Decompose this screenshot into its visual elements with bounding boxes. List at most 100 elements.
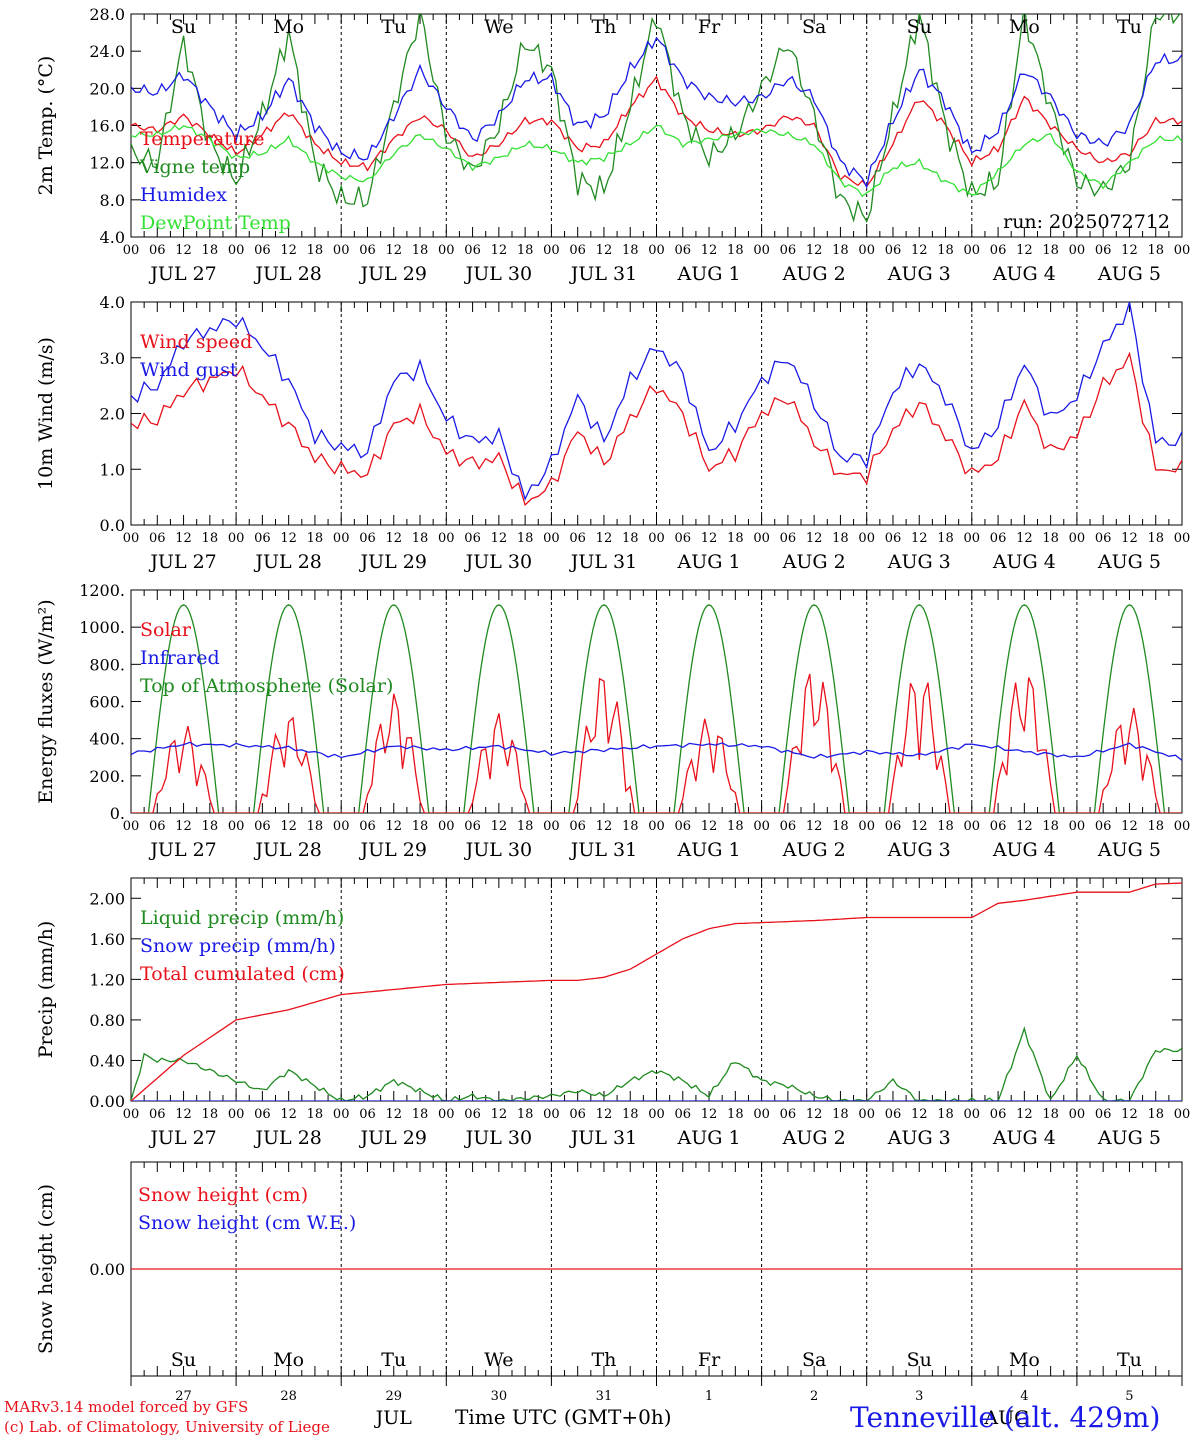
x-hour-label: 12	[806, 1107, 823, 1122]
x-hour-label: 12	[175, 1107, 192, 1122]
legend-wind-gust: Wind gust	[140, 359, 238, 381]
x-hour-label: 06	[149, 1107, 166, 1122]
day-number-label: 28	[280, 1389, 297, 1404]
y-tick-label: 2.0	[100, 405, 125, 424]
x-hour-label: 00	[753, 1107, 770, 1122]
x-hour-label: 12	[596, 531, 613, 546]
x-date-label: AUG 4	[992, 839, 1056, 861]
x-hour-label: 00	[1174, 531, 1191, 546]
x-hour-label: 00	[1069, 243, 1086, 258]
x-hour-label: 18	[937, 531, 954, 546]
x-hour-label: 12	[596, 1107, 613, 1122]
x-hour-label: 12	[1121, 819, 1138, 834]
y-tick-label: 24.0	[89, 42, 125, 61]
x-hour-label: 18	[1147, 243, 1164, 258]
x-hour-label: 18	[307, 243, 324, 258]
x-date-label: JUL 27	[148, 839, 216, 861]
x-hour-label: 00	[438, 243, 455, 258]
x-hour-label: 18	[727, 243, 744, 258]
panel-4: 0.00 0.40 0.80 1.20 1.60 2.00 Precip (mm/h) 00 0…	[35, 877, 1190, 1149]
y-tick-label: 3.0	[100, 349, 125, 368]
x-hour-label: 18	[412, 819, 429, 834]
y-tick-label: 28.0	[89, 5, 125, 24]
x-hour-label: 00	[333, 1107, 350, 1122]
legend-vigne-temp: Vigne temp	[139, 156, 250, 178]
panel-1: 4.0 8.0 12.0 16.0 20.0 24.0 28.0 2m Temp. (°C) 0…	[35, 5, 1191, 285]
x-hour-label: 06	[1095, 819, 1112, 834]
x-hour-label: 18	[937, 1107, 954, 1122]
panel-2: 0.0 1.0 2.0 3.0 4.0 10m Wind (m/s) 00 06 12 18 JUL…	[35, 293, 1190, 573]
y-tick-label: 8.0	[100, 191, 125, 210]
x-hour-label: 12	[385, 243, 402, 258]
x-date-label: AUG 1	[677, 551, 741, 573]
y-tick-label: 0.80	[89, 1011, 125, 1030]
legend-solar: Solar	[140, 619, 192, 641]
day-number-label: 3	[915, 1389, 923, 1404]
x-hour-label: 00	[228, 819, 245, 834]
x-date-label: JUL 30	[464, 263, 532, 285]
x-hour-label: 12	[806, 243, 823, 258]
x-date-label: AUG 3	[887, 1127, 951, 1149]
legend-temperature: Temperature	[140, 128, 264, 150]
weekday-label: We	[484, 16, 513, 38]
legend-total-cumulated-cm-: Total cumulated (cm)	[140, 963, 345, 985]
x-hour-label: 18	[1147, 531, 1164, 546]
x-hour-label: 06	[885, 819, 902, 834]
x-hour-label: 06	[149, 531, 166, 546]
x-axis-title: Time UTC (GMT+0h)	[455, 1405, 672, 1429]
x-hour-label: 18	[832, 243, 849, 258]
x-hour-label: 00	[333, 243, 350, 258]
x-hour-label: 00	[858, 1107, 875, 1122]
x-hour-label: 00	[228, 531, 245, 546]
x-hour-label: 00	[753, 243, 770, 258]
x-hour-label: 12	[1016, 1107, 1033, 1122]
x-hour-label: 18	[412, 1107, 429, 1122]
x-hour-label: 12	[911, 243, 928, 258]
weekday-label: Su	[907, 1349, 932, 1371]
series-line-total-cumulated-cm-	[131, 882, 1182, 1101]
x-hour-label: 12	[280, 1107, 297, 1122]
run-label: run: 2025072712	[1003, 211, 1170, 233]
y-tick-label: 200.	[89, 767, 125, 786]
x-hour-label: 00	[438, 531, 455, 546]
x-hour-label: 00	[333, 531, 350, 546]
x-hour-label: 06	[569, 819, 586, 834]
x-hour-label: 06	[675, 1107, 692, 1122]
weekday-label: Su	[907, 16, 932, 38]
x-date-label: AUG 1	[677, 1127, 741, 1149]
weekday-label: Su	[171, 1349, 196, 1371]
x-hour-label: 00	[858, 819, 875, 834]
legend-dewpoint-temp: DewPoint Temp	[140, 212, 291, 234]
x-hour-label: 18	[202, 531, 219, 546]
x-hour-label: 18	[1042, 531, 1059, 546]
x-hour-label: 00	[228, 243, 245, 258]
x-hour-label: 06	[1095, 531, 1112, 546]
x-date-label: AUG 2	[782, 551, 846, 573]
month-label: JUL	[374, 1407, 413, 1429]
x-hour-label: 12	[491, 243, 508, 258]
series-line-humidex	[131, 36, 1182, 189]
y-tick-label: 1.60	[89, 930, 125, 949]
x-hour-label: 06	[149, 819, 166, 834]
x-hour-label: 18	[307, 531, 324, 546]
x-hour-label: 06	[885, 531, 902, 546]
x-hour-label: 00	[1174, 243, 1191, 258]
y-tick-label: 0.0	[100, 516, 125, 535]
x-hour-label: 12	[806, 531, 823, 546]
x-hour-label: 12	[491, 1107, 508, 1122]
x-hour-label: 06	[885, 1107, 902, 1122]
x-hour-label: 06	[675, 531, 692, 546]
series-line-wind-speed	[131, 351, 1182, 507]
x-hour-label: 06	[359, 819, 376, 834]
x-date-label: JUL 27	[148, 263, 216, 285]
x-hour-label: 06	[1095, 1107, 1112, 1122]
x-hour-label: 06	[990, 1107, 1007, 1122]
x-hour-label: 12	[701, 819, 718, 834]
day-number-label: 2	[810, 1389, 818, 1404]
x-hour-label: 06	[254, 1107, 271, 1122]
series-line-top-of-atmosphere	[131, 604, 1182, 813]
x-hour-label: 00	[228, 1107, 245, 1122]
x-hour-label: 06	[569, 531, 586, 546]
x-hour-label: 18	[1042, 819, 1059, 834]
x-hour-label: 06	[675, 819, 692, 834]
